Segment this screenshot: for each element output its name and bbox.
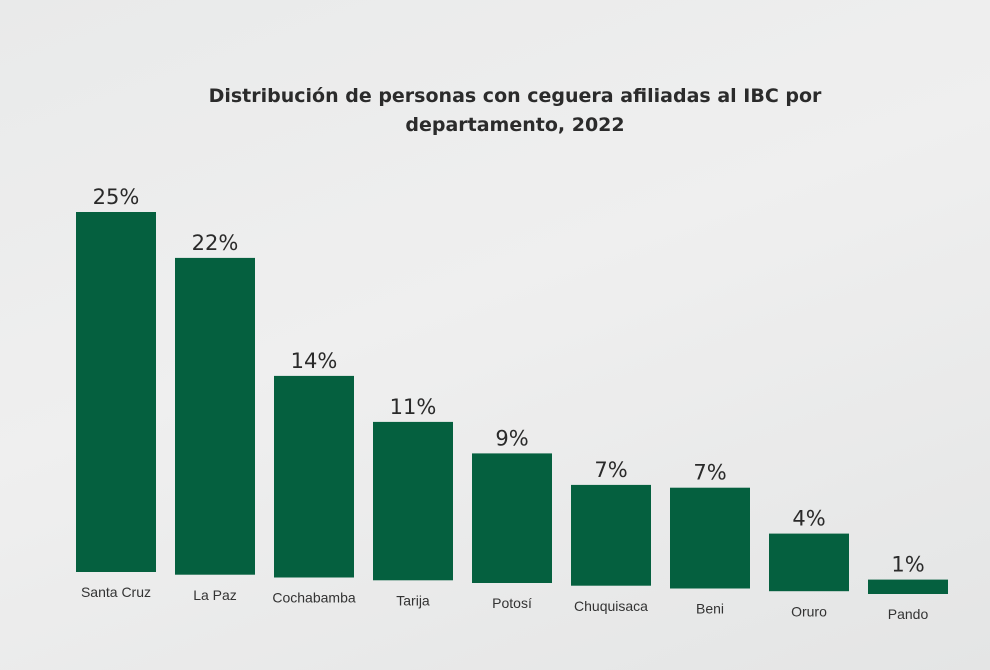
bar-value-label: 7% [693,461,726,485]
bar-value-label: 14% [291,349,338,373]
bar-beni [670,487,750,589]
category-label: Chuquisaca [574,598,648,614]
bar-la-paz [175,257,255,575]
bar-value-label: 7% [594,458,627,482]
category-label: La Paz [193,587,237,603]
bar-value-label: 25% [93,185,140,209]
bar-pando [868,579,948,594]
bar-oruro [769,533,849,592]
chart-title-line-1: Distribución de personas con ceguera afi… [208,85,822,107]
category-label: Santa Cruz [81,584,151,600]
category-label: Potosí [492,595,532,611]
bar-value-label: 1% [891,553,924,577]
category-label: Oruro [791,603,827,619]
bar-value-label: 4% [792,507,825,531]
bar-chuquisaca [571,484,651,586]
bar-santa-cruz [76,212,156,572]
category-label: Pando [888,606,929,622]
chart-title: Distribución de personas con ceguera afi… [170,82,860,140]
bar-value-label: 22% [192,231,239,255]
category-label: Beni [696,601,724,617]
category-label: Tarija [396,592,430,608]
chart-title-line-2: departamento, 2022 [405,114,625,136]
category-label: Cochabamba [272,590,355,606]
bar-value-label: 9% [495,426,528,450]
bar-cochabamba [274,375,354,578]
bar-potosí [472,453,552,583]
bar-tarija [373,421,453,581]
bar-value-label: 11% [390,395,437,419]
